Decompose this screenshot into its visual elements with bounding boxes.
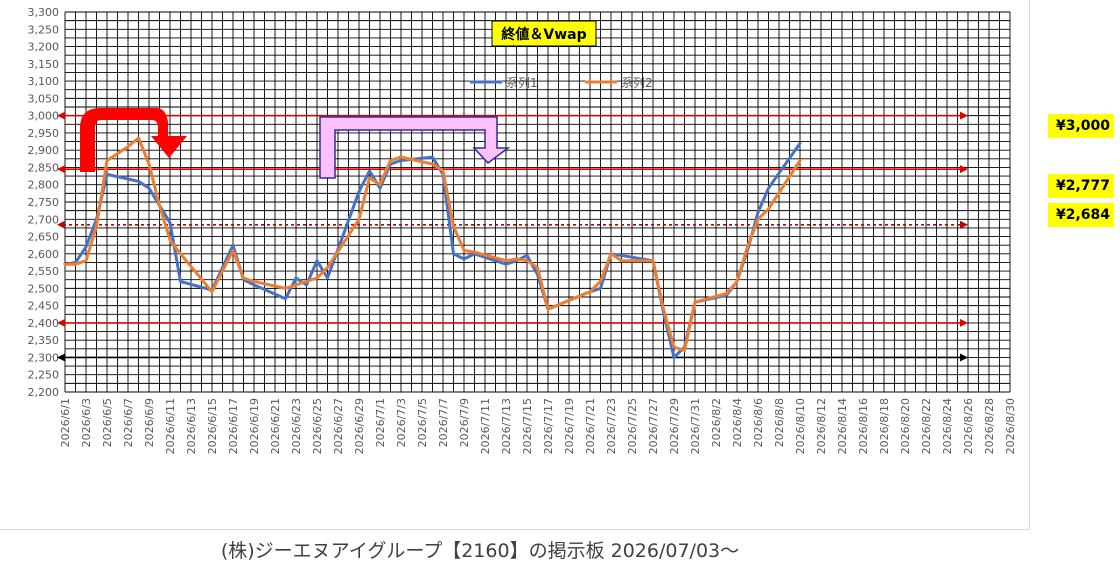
reference-arrowhead-left [57,165,65,174]
x-tick-label: 2026/6/23 [290,398,303,454]
y-tick-label: 2,300 [28,351,60,364]
x-tick-label: 2026/6/19 [248,398,261,454]
x-tick-label: 2026/6/3 [80,398,93,447]
y-tick-label: 2,350 [28,334,60,347]
x-tick-label: 2026/6/25 [311,398,324,454]
x-tick-label: 2026/8/30 [1004,398,1017,454]
x-tick-label: 2026/6/15 [206,398,219,454]
y-tick-label: 2,700 [28,213,60,226]
reference-arrowhead-left [57,318,65,327]
x-tick-label: 2026/7/21 [584,398,597,454]
price-label-2684: ¥2,684 [1048,203,1114,227]
x-tick-label: 2026/8/28 [983,398,996,454]
reference-arrowhead-left [57,220,65,229]
y-tick-label: 2,200 [28,386,60,399]
chart-title: 終値＆Vwap [501,26,586,43]
y-tick-label: 2,650 [28,231,60,244]
x-tick-label: 2026/7/31 [689,398,702,454]
x-tick-label: 2026/7/15 [521,398,534,454]
x-tick-label: 2026/6/1 [59,398,72,447]
y-tick-label: 2,950 [28,127,60,140]
x-tick-label: 2026/7/13 [500,398,513,454]
footer: (株)ジーエヌアイグループ【2160】の掲示板 2026/07/03～ [0,530,1030,567]
series-line-2 [63,136,802,352]
x-tick-label: 2026/8/26 [962,398,975,454]
price-sidebar [1030,0,1120,567]
y-tick-label: 3,100 [28,75,60,88]
chart-area: 2,200 2,250 2,300 2,350 2,400 2,450 2,500 2,550… [0,0,1030,530]
x-tick-label: 2026/8/24 [941,398,954,454]
reference-arrowhead-right [960,111,968,120]
x-tick-label: 2026/8/16 [857,398,870,454]
chart-title-box [491,20,597,47]
reference-arrowhead-right [960,353,968,362]
y-tick-label: 2,400 [28,317,60,330]
x-tick-label: 2026/8/8 [773,398,786,447]
footer-text: (株)ジーエヌアイグループ【2160】の掲示板 2026/07/03～ [220,540,740,562]
x-tick-label: 2026/6/9 [143,398,156,447]
y-tick-label: 3,000 [28,110,60,123]
x-tick-label: 2026/8/22 [920,398,933,454]
y-tick-label: 2,800 [28,179,60,192]
x-tick-label: 2026/8/12 [815,398,828,454]
x-tick-label: 2026/8/20 [899,398,912,454]
y-tick-label: 2,550 [28,265,60,278]
x-tick-label: 2026/6/27 [332,398,345,454]
x-tick-label: 2026/8/18 [878,398,891,454]
x-tick-label: 2026/7/17 [542,398,555,454]
x-tick-label: 2026/7/19 [563,398,576,454]
x-tick-label: 2026/8/14 [836,398,849,454]
y-tick-label: 2,250 [28,369,60,382]
pink-hollow-arrow-annotation [319,116,511,179]
y-tick-label: 3,300 [28,6,60,19]
x-tick-label: 2026/8/10 [794,398,807,454]
x-tick-label: 2026/6/17 [227,398,240,454]
x-tick-label: 2026/7/5 [416,398,429,447]
y-tick-label: 3,250 [28,23,60,36]
x-tick-label: 2026/8/2 [710,398,723,447]
x-tick-label: 2026/7/29 [668,398,681,454]
reference-arrowhead-right [960,165,968,174]
y-tick-label: 3,050 [28,92,60,105]
reference-arrowhead-left [57,353,65,362]
y-tick-label: 2,900 [28,144,60,157]
price-label-2777: ¥2,777 [1048,174,1114,198]
red-curved-arrow-annotation [80,108,187,172]
x-tick-label: 2026/7/11 [479,398,492,454]
x-tick-label: 2026/6/13 [185,398,198,454]
reference-arrowhead-right [960,220,968,229]
reference-arrowhead-left [57,111,65,120]
y-tick-label: 3,150 [28,58,60,71]
y-tick-label: 2,600 [28,248,60,261]
y-tick-label: 2,500 [28,282,60,295]
x-tick-label: 2026/7/9 [458,398,471,447]
y-tick-label: 3,200 [28,41,60,54]
x-tick-label: 2026/7/25 [626,398,639,454]
x-tick-label: 2026/8/4 [731,398,744,447]
price-line-chart: 2,200 2,250 2,300 2,350 2,400 2,450 2,500 2,550… [28,6,1018,454]
y-tick-label: 2,850 [28,161,60,174]
price-label-3000: ¥3,000 [1048,114,1114,138]
y-tick-label: 2,750 [28,196,60,209]
legend-label: 系列1 [506,76,538,90]
x-tick-label: 2026/6/11 [164,398,177,454]
x-tick-label: 2026/7/23 [605,398,618,454]
series-line-1 [63,141,802,359]
reference-arrowhead-right [960,318,968,327]
x-tick-label: 2026/6/21 [269,398,282,454]
x-tick-label: 2026/7/3 [395,398,408,447]
x-tick-label: 2026/6/7 [122,398,135,447]
x-tick-label: 2026/6/29 [353,398,366,454]
x-tick-label: 2026/7/27 [647,398,660,454]
x-tick-label: 2026/8/6 [752,398,765,447]
x-tick-label: 2026/7/1 [374,398,387,447]
x-tick-label: 2026/7/7 [437,398,450,447]
y-tick-label: 2,450 [28,300,60,313]
x-tick-label: 2026/6/5 [101,398,114,447]
legend-label: 系列2 [621,76,653,90]
